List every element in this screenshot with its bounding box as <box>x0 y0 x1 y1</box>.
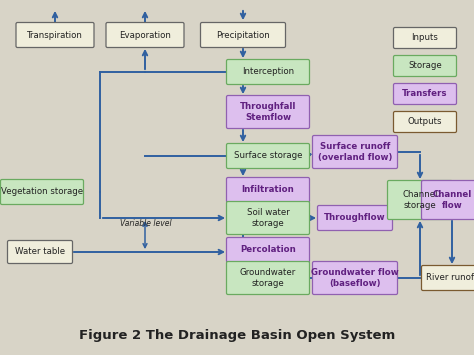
Text: Vegetation storage: Vegetation storage <box>1 187 83 197</box>
Text: Soil water
storage: Soil water storage <box>246 208 289 228</box>
FancyBboxPatch shape <box>393 111 456 132</box>
Text: Figure 2 The Drainage Basin Open System: Figure 2 The Drainage Basin Open System <box>79 328 395 342</box>
FancyBboxPatch shape <box>8 240 73 263</box>
Text: Channel
storage: Channel storage <box>402 190 438 210</box>
Text: Precipitation: Precipitation <box>216 31 270 39</box>
FancyBboxPatch shape <box>16 22 94 48</box>
Text: Evaporation: Evaporation <box>119 31 171 39</box>
Text: River runoff: River runoff <box>427 273 474 283</box>
Text: Infiltration: Infiltration <box>242 186 294 195</box>
FancyBboxPatch shape <box>227 202 310 235</box>
Text: Surface runoff
(overland flow): Surface runoff (overland flow) <box>318 142 392 162</box>
FancyBboxPatch shape <box>421 180 474 219</box>
Text: Surface storage: Surface storage <box>234 152 302 160</box>
FancyBboxPatch shape <box>421 266 474 290</box>
Text: Variable level: Variable level <box>120 219 172 229</box>
Text: Inputs: Inputs <box>411 33 438 43</box>
Text: Groundwater flow
(baseflow): Groundwater flow (baseflow) <box>311 268 399 288</box>
Text: Water table: Water table <box>15 247 65 257</box>
Text: Throughfall
Stemflow: Throughfall Stemflow <box>240 102 296 122</box>
Text: Groundwater
storage: Groundwater storage <box>240 268 296 288</box>
Text: Storage: Storage <box>408 61 442 71</box>
FancyBboxPatch shape <box>227 178 310 202</box>
Text: Outputs: Outputs <box>408 118 442 126</box>
FancyBboxPatch shape <box>393 83 456 104</box>
FancyBboxPatch shape <box>201 22 285 48</box>
FancyBboxPatch shape <box>312 262 398 295</box>
Text: Interception: Interception <box>242 67 294 76</box>
FancyBboxPatch shape <box>227 60 310 84</box>
Text: Transfers: Transfers <box>402 89 448 98</box>
FancyBboxPatch shape <box>227 143 310 169</box>
FancyBboxPatch shape <box>318 206 392 230</box>
FancyBboxPatch shape <box>388 180 453 219</box>
Text: Throughflow: Throughflow <box>324 213 386 223</box>
FancyBboxPatch shape <box>227 262 310 295</box>
FancyBboxPatch shape <box>227 237 310 262</box>
Text: Transpiration: Transpiration <box>27 31 83 39</box>
FancyBboxPatch shape <box>312 136 398 169</box>
FancyBboxPatch shape <box>106 22 184 48</box>
Text: Percolation: Percolation <box>240 246 296 255</box>
FancyBboxPatch shape <box>0 180 83 204</box>
Text: Channel
flow: Channel flow <box>432 190 472 210</box>
FancyBboxPatch shape <box>227 95 310 129</box>
FancyBboxPatch shape <box>393 27 456 49</box>
FancyBboxPatch shape <box>393 55 456 76</box>
